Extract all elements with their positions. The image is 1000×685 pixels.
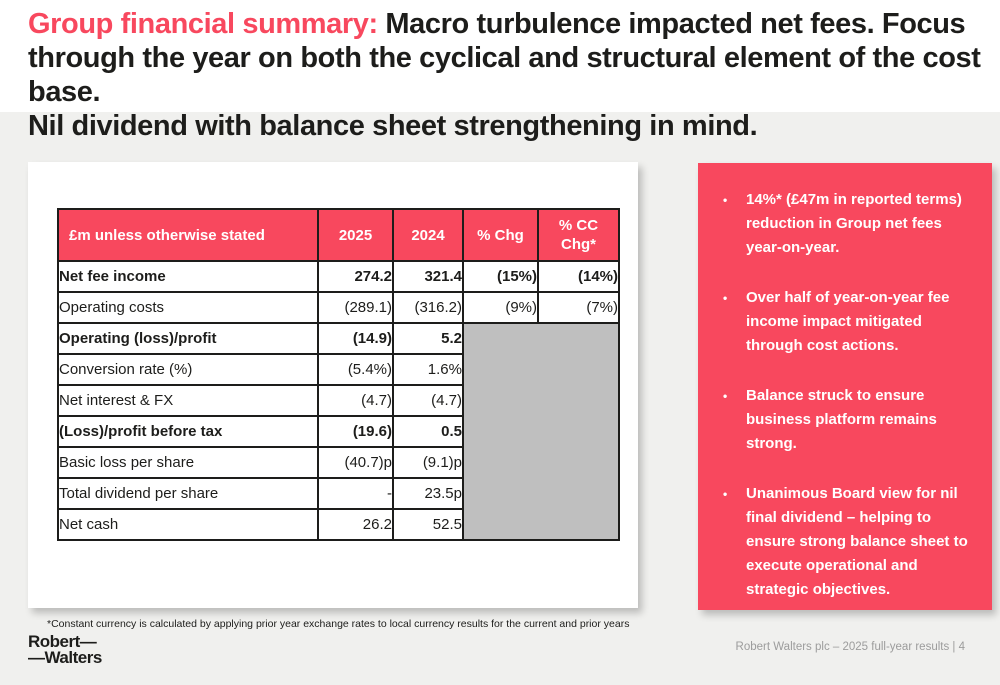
page-title: Group financial summary: Macro turbulenc… — [28, 7, 993, 143]
row-label: Conversion rate (%) — [57, 353, 319, 386]
title-band — [0, 0, 1000, 112]
cell-2025: (40.7)p — [317, 446, 394, 479]
row-label: Total dividend per share — [57, 477, 319, 510]
cell-2024: 1.6% — [392, 353, 464, 386]
cell-2025: 26.2 — [317, 508, 394, 541]
cell-cc-chg: (14%) — [537, 260, 620, 293]
row-label: Net interest & FX — [57, 384, 319, 417]
title-line1-rest: Macro turbulence impacted net fees. Focu… — [377, 8, 966, 40]
key-points-panel: • 14%* (£47m in reported terms) reductio… — [698, 163, 992, 610]
list-item: • Over half of year-on-year fee income i… — [723, 286, 979, 358]
list-item: • Balance struck to ensure business plat… — [723, 384, 979, 456]
bullet-icon: • — [723, 487, 728, 501]
table-row: Net cash 26.2 52.5 — [57, 508, 619, 541]
cell-2025: (289.1) — [317, 291, 394, 324]
header-2024: 2024 — [392, 208, 464, 262]
row-label: Net fee income — [57, 260, 319, 293]
table-row: Operating (loss)/profit (14.9) 5.2 — [57, 322, 620, 541]
cell-2024: 321.4 — [392, 260, 464, 293]
table-row: Basic loss per share (40.7)p (9.1)p — [57, 446, 619, 479]
logo-line2: —Walters — [28, 648, 102, 667]
table-row: Operating costs (289.1) (316.2) (9%) (7%… — [57, 291, 620, 324]
constant-currency-footnote: *Constant currency is calculated by appl… — [47, 618, 630, 630]
cell-2024: 23.5p — [392, 477, 464, 510]
cell-chg: (9%) — [462, 291, 539, 324]
cell-cc-chg: (7%) — [537, 291, 620, 324]
title-line3: Nil dividend with balance sheet strength… — [28, 110, 758, 142]
title-line2: through the year on both the cyclical an… — [28, 42, 981, 108]
title-accent: Group financial summary: — [28, 8, 378, 40]
cell-2025: 274.2 — [317, 260, 394, 293]
cell-2025: (4.7) — [317, 384, 394, 417]
row-label: Basic loss per share — [57, 446, 319, 479]
header-units: £m unless otherwise stated — [57, 208, 319, 262]
cell-2024: (316.2) — [392, 291, 464, 324]
cell-2025: (14.9) — [317, 322, 394, 355]
header-pct-chg: % Chg — [462, 208, 539, 262]
cell-2024: (4.7) — [392, 384, 464, 417]
key-points-list: • 14%* (£47m in reported terms) reductio… — [723, 188, 979, 602]
table-row: Total dividend per share - 23.5p — [57, 477, 619, 510]
bullet-text: Balance struck to ensure business platfo… — [746, 387, 937, 452]
cell-2025: (19.6) — [317, 415, 394, 448]
table-row: Net interest & FX (4.7) (4.7) — [57, 384, 619, 417]
cell-chg: (15%) — [462, 260, 539, 293]
row-label: Operating (loss)/profit — [57, 322, 319, 355]
table-row: (Loss)/profit before tax (19.6) 0.5 — [57, 415, 619, 448]
cell-2025: (5.4%) — [317, 353, 394, 386]
bullet-icon: • — [723, 193, 728, 207]
cell-2024: (9.1)p — [392, 446, 464, 479]
footer-page-info: Robert Walters plc – 2025 full-year resu… — [735, 641, 965, 653]
robert-walters-logo: Robert— —Walters — [28, 632, 102, 667]
cell-2024: 52.5 — [392, 508, 464, 541]
table-row: Conversion rate (%) (5.4%) 1.6% — [57, 353, 619, 386]
not-applicable-block — [462, 322, 620, 541]
bullet-text: Unanimous Board view for nil final divid… — [746, 485, 968, 598]
header-2025: 2025 — [317, 208, 394, 262]
cell-2024: 0.5 — [392, 415, 464, 448]
list-item: • 14%* (£47m in reported terms) reductio… — [723, 188, 979, 260]
financial-table-card: £m unless otherwise stated 2025 2024 % C… — [28, 162, 638, 608]
row-label: (Loss)/profit before tax — [57, 415, 319, 448]
cell-2025: - — [317, 477, 394, 510]
table-header-row: £m unless otherwise stated 2025 2024 % C… — [57, 208, 620, 262]
header-pct-cc-chg: % CC Chg* — [537, 208, 620, 262]
bullet-icon: • — [723, 389, 728, 403]
bullet-text: 14%* (£47m in reported terms) reduction … — [746, 191, 962, 256]
table-row: Net fee income 274.2 321.4 (15%) (14%) — [57, 260, 620, 293]
financial-summary-table: £m unless otherwise stated 2025 2024 % C… — [57, 208, 620, 541]
row-label: Net cash — [57, 508, 319, 541]
row-label: Operating costs — [57, 291, 319, 324]
bullet-icon: • — [723, 291, 728, 305]
bullet-text: Over half of year-on-year fee income imp… — [746, 289, 950, 354]
list-item: • Unanimous Board view for nil final div… — [723, 482, 979, 602]
logo-line1: Robert— — [28, 632, 97, 651]
cell-2024: 5.2 — [392, 322, 464, 355]
